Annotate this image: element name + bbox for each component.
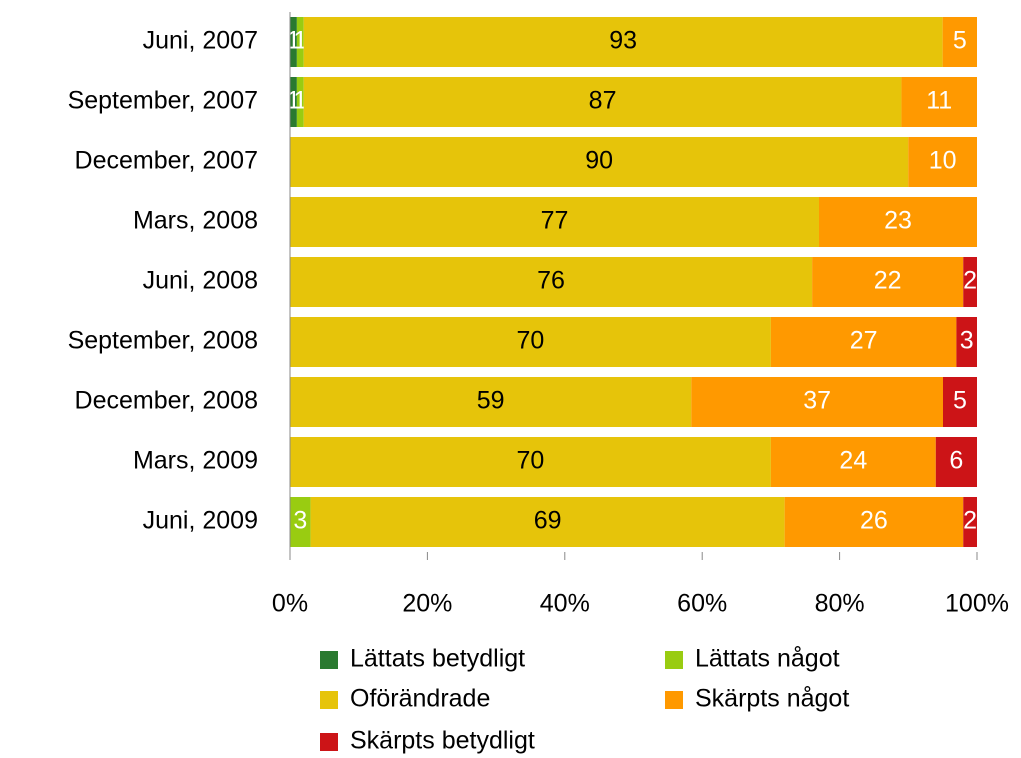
legend-label: Skärpts betydligt [350,727,535,755]
data-label: 70 [517,327,545,355]
data-label: 70 [517,447,545,475]
data-label: 2 [963,507,977,535]
bar-segment [956,317,977,367]
bar-segment [901,77,977,127]
bar-segment [290,197,819,247]
bar-segment [290,377,692,427]
bar-segment [290,437,771,487]
y-tick-label: Mars, 2009 [133,447,258,475]
data-label: 2 [963,267,977,295]
bar-segment [963,497,977,547]
x-tick-label: 20% [402,590,452,618]
data-label: 24 [839,447,867,475]
bar-segment [290,137,909,187]
bar-segment [290,77,297,127]
data-label: 3 [960,327,974,355]
data-label: 59 [477,387,505,415]
bar-segment [784,497,964,547]
bar-segment [310,497,785,547]
legend-label: Lättats betydligt [350,645,525,673]
legend-label: Oförändrade [350,685,490,713]
y-tick-label: Juni, 2009 [143,507,258,535]
data-label: 76 [537,267,565,295]
legend-label: Lättats något [695,645,840,673]
y-tick-label: September, 2008 [68,327,258,355]
y-tick-label: December, 2007 [75,147,258,175]
bar-segment [908,137,977,187]
legend-swatch [665,651,683,669]
data-label: 90 [585,147,613,175]
legend-swatch [320,733,338,751]
bar-segment [770,437,936,487]
bar-segment [935,437,977,487]
data-label: 26 [860,507,888,535]
data-label: 5 [953,387,967,415]
y-tick-label: Juni, 2007 [143,27,258,55]
bar-segment [290,257,813,307]
data-label: 22 [874,267,902,295]
y-tick-label: December, 2008 [75,387,258,415]
bar-segment [290,317,771,367]
data-label: 87 [589,87,617,115]
bar-segment [296,17,304,67]
x-tick-label: 60% [677,590,727,618]
legend-swatch [320,691,338,709]
data-label: 5 [953,27,967,55]
bar-segment [812,257,964,307]
data-label: 77 [541,207,569,235]
bar-segment [290,17,297,67]
bar-segment [290,497,311,547]
data-label: 37 [803,387,831,415]
data-label: 27 [850,327,878,355]
data-label: 93 [609,27,637,55]
data-label: 69 [534,507,562,535]
bar-segment [963,257,977,307]
y-tick-label: Mars, 2008 [133,207,258,235]
legend-swatch [320,651,338,669]
bar-segment [303,77,902,127]
y-tick-label: Juni, 2008 [143,267,258,295]
data-label: 3 [293,507,307,535]
y-tick-label: September, 2007 [68,87,258,115]
bar-segment [942,377,977,427]
bar-segment [942,17,977,67]
bar-segment [296,77,304,127]
legend-swatch [665,691,683,709]
bar-segment [770,317,957,367]
x-tick-label: 40% [540,590,590,618]
bar-segment [818,197,977,247]
legend-label: Skärpts något [695,685,849,713]
data-label: 23 [884,207,912,235]
x-tick-label: 100% [945,590,1009,618]
x-tick-label: 80% [815,590,865,618]
data-label: 10 [929,147,957,175]
bar-segment [303,17,943,67]
bar-segment [691,377,943,427]
data-label: 11 [926,87,952,115]
data-label: 6 [949,447,963,475]
x-tick-label: 0% [272,590,308,618]
